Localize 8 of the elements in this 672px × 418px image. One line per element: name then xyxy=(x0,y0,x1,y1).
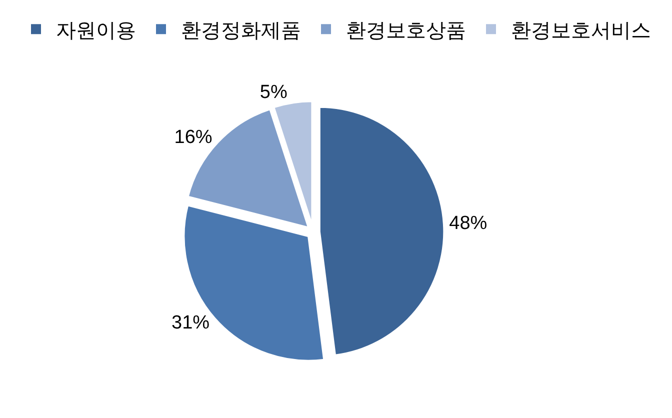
data-label: 5% xyxy=(260,82,288,103)
legend-label: 환경정화제품 xyxy=(181,20,301,42)
legend-label: 자원이용 xyxy=(56,20,136,42)
legend-label: 환경보호서비스 xyxy=(511,20,651,42)
legend-label: 환경보호상품 xyxy=(346,20,466,42)
data-label: 16% xyxy=(174,126,212,148)
data-label: 31% xyxy=(172,312,210,334)
data-label: 48% xyxy=(449,213,488,234)
